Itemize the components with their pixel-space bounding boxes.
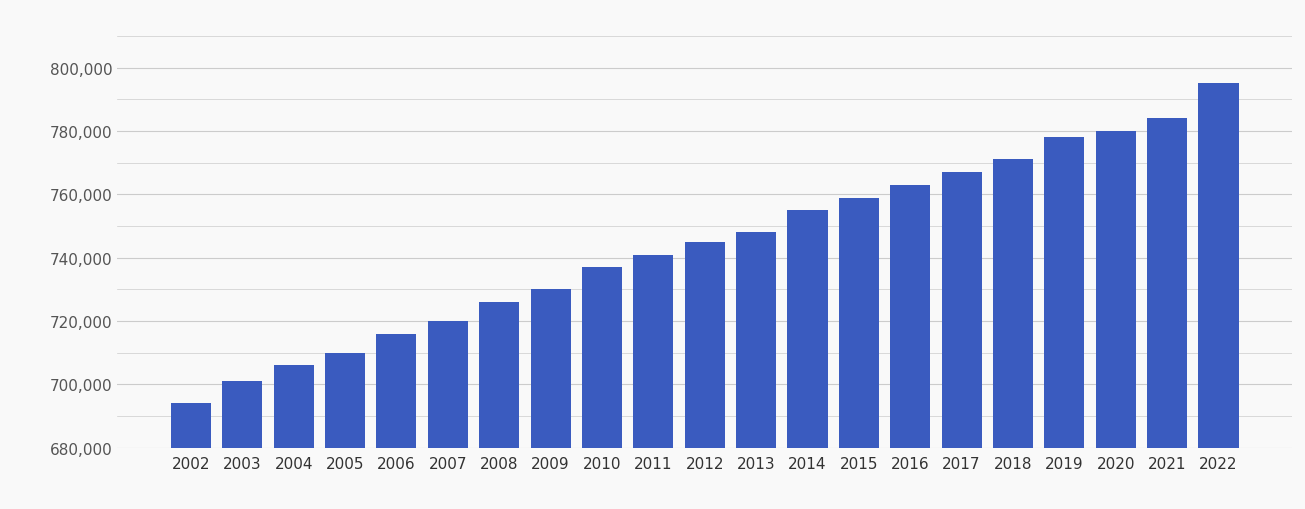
Bar (942, 173, 981, 448)
Bar (839, 198, 878, 448)
Bar (531, 290, 570, 448)
Bar (890, 185, 930, 448)
Bar (274, 365, 313, 448)
Bar (222, 382, 262, 448)
Bar (685, 242, 724, 448)
Bar (993, 160, 1034, 448)
Bar (376, 334, 416, 448)
Bar (1147, 119, 1188, 448)
Bar (325, 353, 365, 448)
Bar (171, 404, 211, 448)
Bar (1198, 84, 1238, 448)
Bar (1044, 138, 1084, 448)
Bar (428, 322, 467, 448)
Bar (736, 233, 776, 448)
Bar (1096, 132, 1135, 448)
Bar (787, 211, 827, 448)
Bar (582, 268, 622, 448)
Bar (633, 255, 673, 448)
Bar (479, 302, 519, 448)
